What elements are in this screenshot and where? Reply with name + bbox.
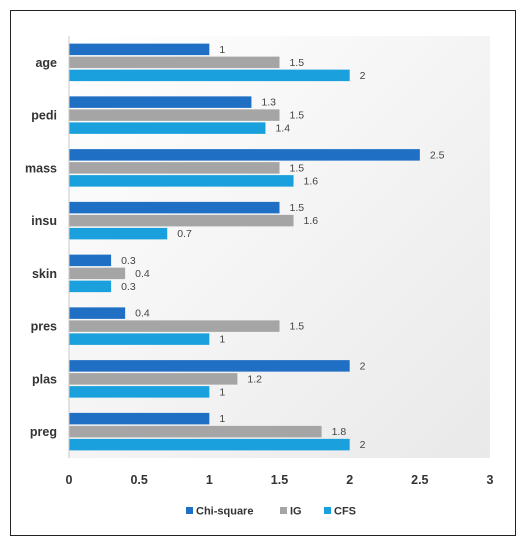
bar-preg-chi-square xyxy=(69,412,210,425)
legend-swatch-cfs xyxy=(324,507,331,514)
data-label-plas-chi-square: 2 xyxy=(360,360,366,372)
data-label-pres-chi-square: 0.4 xyxy=(135,308,150,320)
legend-label-cfs: CFS xyxy=(334,506,356,518)
bar-preg-ig xyxy=(69,425,322,438)
data-label-insu-ig: 1.6 xyxy=(304,215,319,227)
bar-skin-chi-square xyxy=(69,254,112,267)
category-label-mass: mass xyxy=(25,161,57,175)
category-label-pedi: pedi xyxy=(31,109,57,123)
bar-plas-ig xyxy=(69,373,238,385)
legend-label-ig: IG xyxy=(290,506,302,518)
bar-age-ig xyxy=(69,56,280,69)
data-label-age-ig: 1.5 xyxy=(290,57,305,69)
bar-pres-ig xyxy=(69,320,280,332)
bar-pedi-cfs xyxy=(69,122,266,134)
category-label-insu: insu xyxy=(31,214,57,228)
data-label-mass-chi-square: 2.5 xyxy=(430,149,445,161)
bar-pres-cfs xyxy=(69,333,210,345)
bar-preg-cfs xyxy=(69,438,350,451)
data-label-age-chi-square: 1 xyxy=(219,44,225,56)
x-tick-label-2: 2 xyxy=(346,473,353,487)
data-label-pedi-ig: 1.5 xyxy=(290,110,305,122)
category-label-preg: preg xyxy=(30,425,57,439)
bar-mass-chi-square xyxy=(69,149,420,161)
x-tick-label-2-5: 2.5 xyxy=(411,473,428,487)
bar-insu-chi-square xyxy=(69,201,280,214)
data-label-skin-ig: 0.4 xyxy=(135,268,150,280)
x-tick-label-3: 3 xyxy=(487,473,494,487)
bar-mass-ig xyxy=(69,162,280,174)
bar-insu-cfs xyxy=(69,227,168,240)
category-label-plas: plas xyxy=(32,372,57,386)
bar-insu-ig xyxy=(69,214,294,227)
bar-mass-cfs xyxy=(69,175,294,187)
data-label-pedi-cfs: 1.4 xyxy=(275,123,290,135)
data-label-mass-ig: 1.5 xyxy=(290,162,305,174)
data-label-pedi-chi-square: 1.3 xyxy=(261,97,276,109)
bar-skin-cfs xyxy=(69,280,112,293)
bar-age-cfs xyxy=(69,69,350,82)
x-tick-label-0-5: 0.5 xyxy=(130,473,147,487)
data-label-insu-cfs: 0.7 xyxy=(177,228,192,240)
category-label-pres: pres xyxy=(31,320,57,334)
data-label-preg-chi-square: 1 xyxy=(219,413,225,425)
category-label-age: age xyxy=(35,56,57,70)
data-label-insu-chi-square: 1.5 xyxy=(290,202,305,214)
bar-pres-chi-square xyxy=(69,307,126,319)
bar-plas-chi-square xyxy=(69,360,350,372)
data-label-pres-ig: 1.5 xyxy=(290,321,305,333)
data-label-plas-ig: 1.2 xyxy=(247,373,262,385)
legend-swatch-chi-square xyxy=(186,507,193,514)
data-label-skin-chi-square: 0.3 xyxy=(121,255,136,267)
bar-age-chi-square xyxy=(69,43,210,56)
x-tick-label-1: 1 xyxy=(206,473,213,487)
x-tick-label-0: 0 xyxy=(66,473,73,487)
data-label-preg-cfs: 2 xyxy=(360,439,366,451)
category-label-skin: skin xyxy=(32,267,57,281)
data-label-mass-cfs: 1.6 xyxy=(304,175,319,187)
legend-swatch-ig xyxy=(280,507,287,514)
legend-label-chi-square: Chi-square xyxy=(196,506,253,518)
data-label-skin-cfs: 0.3 xyxy=(121,281,136,293)
bar-skin-ig xyxy=(69,267,126,280)
bar-pedi-ig xyxy=(69,109,280,121)
bar-plas-cfs xyxy=(69,386,210,398)
data-label-age-cfs: 2 xyxy=(360,70,366,82)
data-label-plas-cfs: 1 xyxy=(219,386,225,398)
data-label-preg-ig: 1.8 xyxy=(332,426,347,438)
data-label-pres-cfs: 1 xyxy=(219,334,225,346)
x-tick-label-1-5: 1.5 xyxy=(271,473,288,487)
bar-pedi-chi-square xyxy=(69,96,252,108)
